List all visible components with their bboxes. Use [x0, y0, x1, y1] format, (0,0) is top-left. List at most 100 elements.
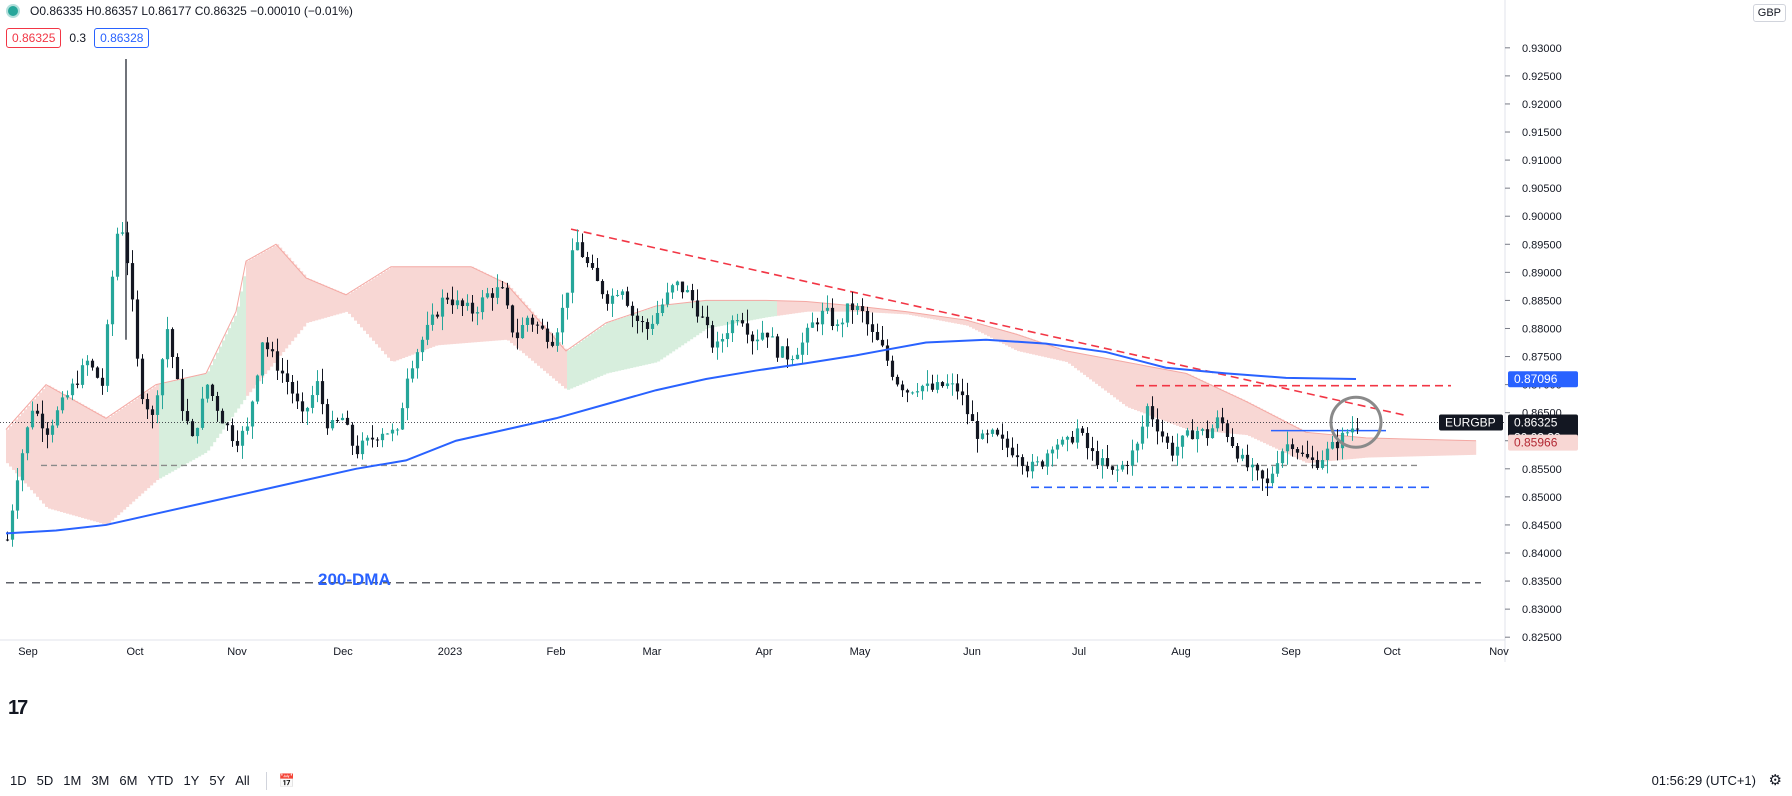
cloud-band	[495, 278, 499, 341]
cloud-band	[888, 309, 892, 314]
cloud-band	[1338, 435, 1342, 461]
candle-body	[595, 267, 600, 282]
cloud-band	[1374, 438, 1378, 458]
price-tick-label: 0.83500	[1522, 576, 1562, 588]
cloud-band	[693, 301, 697, 338]
cloud-band	[1104, 358, 1108, 391]
cloud-band	[438, 266, 442, 346]
candle-body	[1015, 455, 1020, 458]
cloud-band	[1152, 367, 1156, 417]
candle-body	[970, 414, 975, 422]
candle-body	[430, 314, 435, 325]
cloud-band	[42, 389, 46, 504]
candle-body	[950, 383, 955, 385]
candle-body	[835, 324, 840, 327]
time-tick-label: Dec	[333, 646, 353, 658]
price-tick-label: 0.84000	[1522, 548, 1562, 560]
cloud-band	[417, 266, 421, 353]
candle-body	[705, 316, 710, 326]
cloud-band	[849, 305, 853, 312]
candle-body	[275, 351, 280, 371]
timeframe-1d[interactable]: 1D	[10, 773, 27, 788]
cloud-band	[180, 379, 184, 467]
candle-body	[695, 300, 700, 317]
cloud-band	[48, 385, 52, 509]
candle-body	[845, 303, 850, 323]
timeframe-3m[interactable]: 3M	[91, 773, 110, 788]
timeframe-1y[interactable]: 1Y	[183, 773, 200, 788]
cloud-band	[1194, 377, 1198, 431]
candle-body	[715, 341, 720, 348]
candle-body	[125, 232, 130, 264]
cloud-band	[1371, 438, 1375, 458]
candle-body	[455, 300, 460, 306]
cloud-band	[882, 308, 886, 314]
sell-price-button[interactable]: 0.86325	[6, 28, 62, 48]
cloud-band	[987, 325, 991, 337]
cloud-band	[252, 257, 256, 389]
candle-body	[260, 342, 265, 376]
symbol-tag-bg	[1439, 414, 1503, 431]
candle-body	[395, 429, 400, 431]
cloud-band	[111, 414, 115, 521]
cloud-band	[1215, 386, 1219, 433]
spread-value: 0.3	[69, 31, 87, 45]
candle-body	[1010, 447, 1015, 456]
gear-icon[interactable]: ⚙	[1768, 772, 1782, 789]
timeframe-ytd[interactable]: YTD	[147, 773, 174, 788]
cloud-band	[708, 300, 712, 329]
candle-body	[1180, 435, 1185, 447]
price-tick-label: 0.91500	[1522, 127, 1562, 139]
candle-body	[265, 342, 270, 350]
cloud-band	[1164, 369, 1168, 422]
cloud-band	[1167, 369, 1171, 423]
cloud-band	[258, 254, 262, 382]
currency-selector[interactable]: GBP	[1752, 4, 1786, 22]
price-tick-label: 0.93000	[1522, 43, 1562, 55]
cloud-band	[819, 302, 823, 312]
cloud-band	[768, 300, 772, 317]
cloud-band	[741, 300, 745, 322]
candle-body	[1035, 461, 1040, 463]
cloud-band	[666, 304, 670, 356]
candle-body	[320, 381, 325, 405]
timeframe-5d[interactable]: 5D	[36, 773, 54, 788]
candle-body	[1270, 473, 1275, 484]
timeframe-6m[interactable]: 6M	[119, 773, 138, 788]
timeframe-1m[interactable]: 1M	[63, 773, 82, 788]
price-tick-label: 0.88500	[1522, 295, 1562, 307]
candle-body	[440, 297, 445, 317]
cloud-band	[720, 300, 724, 326]
candle-body	[765, 332, 770, 338]
cloud-band	[927, 314, 931, 319]
candle-body	[910, 392, 915, 394]
cloud-band	[183, 378, 187, 465]
cloud-band	[1458, 440, 1462, 456]
cloud-band	[555, 338, 559, 381]
timeframe-all[interactable]: All	[235, 773, 250, 788]
cloud-band	[681, 303, 685, 346]
date-range-calendar-icon[interactable]: 📅	[278, 772, 295, 788]
cloud-band	[333, 289, 337, 316]
cloud-band	[972, 321, 976, 329]
timeframe-5y[interactable]: 5Y	[209, 773, 226, 788]
candle-body	[895, 376, 900, 385]
ma-200-label: 200-DMA	[318, 570, 391, 589]
cloud-band	[1308, 432, 1312, 464]
cloud-band	[573, 346, 577, 388]
candle-body	[65, 395, 70, 398]
candle-body	[280, 370, 285, 374]
cloud-band	[795, 301, 799, 314]
candle-body	[915, 391, 920, 393]
cloud-band	[1083, 354, 1087, 375]
candle-body	[720, 339, 725, 342]
candle-body	[340, 417, 345, 421]
buy-price-button[interactable]: 0.86328	[94, 28, 150, 48]
price-tick-label: 0.88000	[1522, 323, 1562, 335]
cloud-band	[1047, 344, 1051, 358]
candle-body	[925, 383, 930, 386]
cloud-band	[1422, 439, 1426, 457]
candle-body	[610, 295, 615, 304]
cloud-band	[279, 247, 283, 356]
